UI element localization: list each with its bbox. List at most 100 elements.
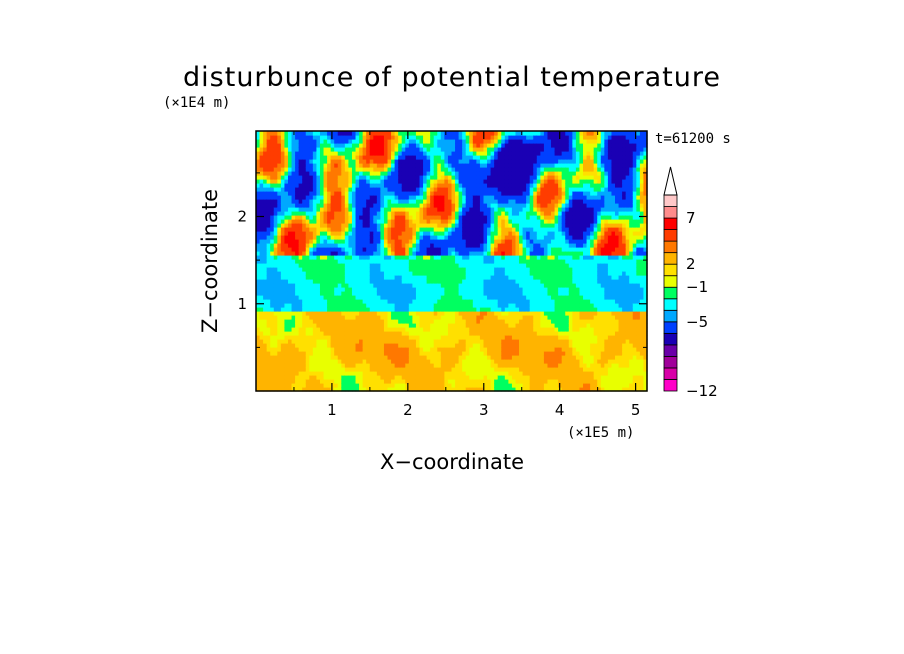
field-cell bbox=[273, 179, 278, 184]
field-cell bbox=[366, 347, 371, 352]
field-cell bbox=[419, 335, 424, 340]
field-cell bbox=[515, 267, 520, 272]
field-cell bbox=[359, 339, 364, 344]
field-cell bbox=[355, 323, 360, 328]
field-cell bbox=[298, 199, 303, 204]
field-cell bbox=[298, 279, 303, 284]
field-cell bbox=[426, 203, 431, 208]
field-cell bbox=[355, 227, 360, 232]
field-cell bbox=[398, 191, 403, 196]
field-cell bbox=[423, 175, 428, 180]
field-cell bbox=[369, 315, 374, 320]
field-cell bbox=[312, 363, 318, 368]
field-cell bbox=[369, 171, 374, 176]
field-cell bbox=[341, 375, 346, 380]
field-cell bbox=[273, 331, 278, 336]
field-cell bbox=[341, 347, 346, 352]
field-cell bbox=[327, 231, 332, 236]
field-cell bbox=[256, 143, 261, 148]
field-cell bbox=[515, 155, 520, 160]
field-cell bbox=[256, 351, 261, 356]
field-cell bbox=[330, 143, 335, 148]
field-cell bbox=[504, 191, 509, 196]
field-cell bbox=[387, 211, 392, 216]
field-cell bbox=[359, 319, 364, 324]
field-cell bbox=[380, 135, 385, 140]
field-cell bbox=[497, 295, 502, 300]
field-cell bbox=[380, 131, 385, 136]
field-cell bbox=[298, 243, 303, 248]
field-cell bbox=[309, 235, 314, 240]
field-cell bbox=[401, 215, 406, 220]
field-cell bbox=[287, 267, 293, 272]
field-cell bbox=[369, 195, 374, 200]
field-cell bbox=[295, 183, 300, 188]
field-cell bbox=[319, 347, 325, 352]
field-cell bbox=[359, 299, 364, 304]
field-cell bbox=[412, 343, 417, 348]
field-cell bbox=[376, 367, 382, 372]
field-cell bbox=[334, 175, 339, 180]
field-cell bbox=[405, 151, 410, 156]
field-cell bbox=[465, 299, 470, 304]
field-cell bbox=[341, 295, 346, 300]
field-cell bbox=[312, 347, 318, 352]
field-cell bbox=[419, 275, 424, 280]
field-cell bbox=[380, 347, 385, 352]
field-cell bbox=[362, 323, 367, 328]
field-cell bbox=[412, 159, 417, 164]
field-cell bbox=[433, 275, 438, 280]
field-cell bbox=[330, 375, 335, 380]
field-cell bbox=[298, 163, 303, 168]
field-cell bbox=[327, 235, 332, 240]
field-cell bbox=[444, 131, 449, 136]
field-cell bbox=[391, 319, 396, 324]
field-cell bbox=[451, 299, 456, 304]
field-cell bbox=[504, 323, 509, 328]
field-cell bbox=[291, 147, 296, 152]
field-cell bbox=[362, 159, 367, 164]
field-cell bbox=[302, 307, 307, 312]
field-cell bbox=[270, 363, 275, 368]
field-cell bbox=[387, 227, 392, 232]
field-cell bbox=[437, 267, 442, 272]
field-cell bbox=[383, 387, 389, 392]
field-cell bbox=[511, 275, 517, 280]
field-cell bbox=[451, 139, 456, 144]
field-cell bbox=[298, 263, 303, 268]
field-cell bbox=[330, 275, 335, 280]
field-cell bbox=[319, 207, 325, 212]
field-cell bbox=[298, 283, 303, 288]
field-cell bbox=[472, 343, 477, 348]
field-cell bbox=[259, 131, 264, 136]
field-cell bbox=[398, 187, 403, 192]
field-cell bbox=[437, 251, 442, 256]
field-cell bbox=[256, 259, 261, 264]
field-cell bbox=[369, 143, 374, 148]
field-cell bbox=[433, 355, 438, 360]
field-cell bbox=[479, 355, 485, 360]
field-cell bbox=[319, 351, 325, 356]
field-cell bbox=[355, 159, 360, 164]
field-cell bbox=[451, 163, 456, 168]
field-cell bbox=[419, 251, 424, 256]
field-cell bbox=[309, 307, 314, 312]
field-cell bbox=[270, 291, 275, 296]
field-cell bbox=[302, 363, 307, 368]
field-cell bbox=[280, 387, 286, 392]
field-cell bbox=[515, 387, 520, 392]
field-cell bbox=[522, 303, 527, 308]
field-cell bbox=[362, 151, 367, 156]
field-cell bbox=[263, 363, 268, 368]
field-cell bbox=[458, 387, 463, 392]
field-cell bbox=[341, 323, 346, 328]
field-cell bbox=[465, 139, 470, 144]
field-cell bbox=[366, 195, 371, 200]
field-cell bbox=[309, 287, 314, 292]
field-cell bbox=[444, 135, 449, 140]
field-cell bbox=[458, 199, 463, 204]
field-cell bbox=[256, 283, 261, 288]
field-cell bbox=[387, 331, 392, 336]
field-cell bbox=[298, 275, 303, 280]
field-cell bbox=[519, 283, 524, 288]
